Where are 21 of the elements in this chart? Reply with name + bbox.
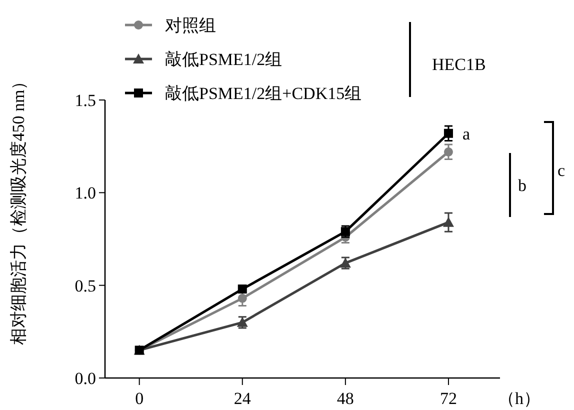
text: b xyxy=(518,176,526,195)
text: c xyxy=(557,161,566,180)
x-tick-label: 72 xyxy=(440,389,457,408)
text: HEC1B xyxy=(432,55,486,74)
point xyxy=(238,294,247,303)
y-axis-title: 相对细胞活力（检测吸光度450 nm） xyxy=(9,72,28,346)
x-tick-label: 0 xyxy=(135,389,144,408)
legend-label: 对照组 xyxy=(165,16,216,35)
y-tick-label: 0.0 xyxy=(74,369,96,388)
y-tick-label: 1.5 xyxy=(74,91,96,110)
y-tick-label: 1.0 xyxy=(74,184,96,203)
point xyxy=(444,147,453,156)
y-tick-label: 0.5 xyxy=(74,276,96,296)
point xyxy=(444,128,453,138)
legend-label: 敲低PSME1/2组+CDK15组 xyxy=(165,84,362,103)
x-axis-title: （h） xyxy=(498,389,540,408)
point xyxy=(442,216,454,227)
legend-label: 敲低PSME1/2组 xyxy=(165,50,282,69)
annotation: a xyxy=(462,124,470,144)
x-tick-label: 24 xyxy=(234,389,252,408)
x-tick-label: 48 xyxy=(336,389,354,408)
